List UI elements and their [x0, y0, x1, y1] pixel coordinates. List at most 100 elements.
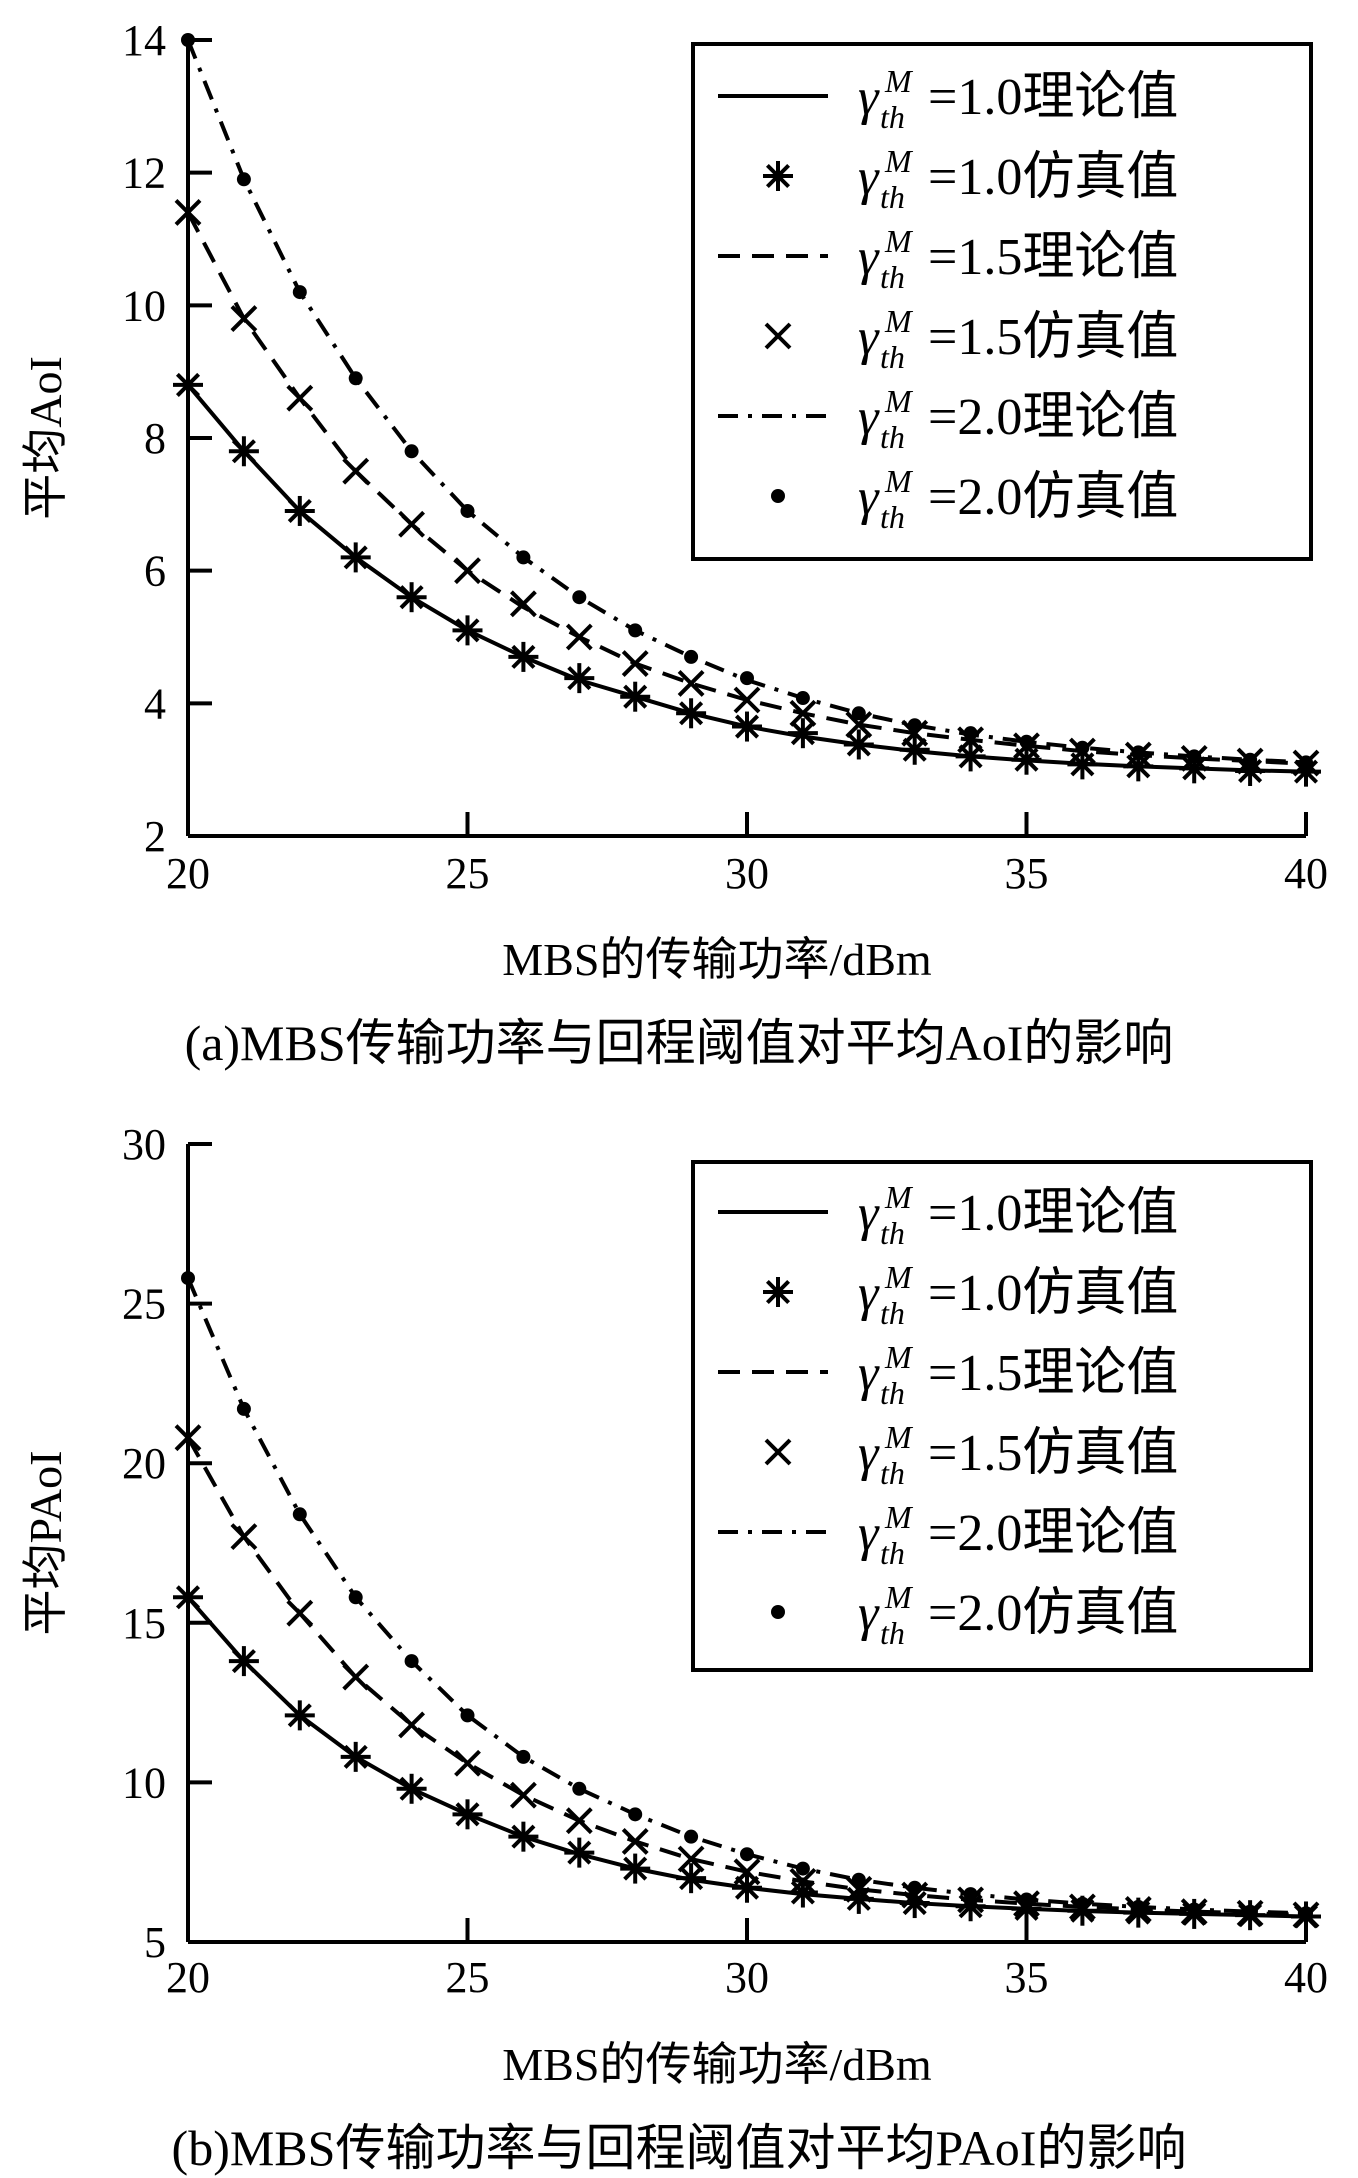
- data-point: [1243, 752, 1258, 767]
- legend-sup: M: [884, 1339, 914, 1375]
- legend-sup: M: [884, 463, 914, 499]
- y-tick-label: 12: [122, 149, 166, 198]
- data-point: [899, 734, 930, 765]
- cross-arm: [174, 199, 202, 226]
- data-point: [732, 711, 762, 742]
- data-point: [228, 436, 259, 467]
- chart-caption: (a)MBS传输功率与回程阈值对平均AoI的影响: [185, 1015, 1174, 1071]
- data-point: [676, 1863, 707, 1894]
- data-point: [963, 726, 978, 741]
- cross-arm: [342, 457, 370, 485]
- legend-sub: th: [880, 259, 905, 295]
- data-point: [677, 1845, 705, 1873]
- legend-label: =1.0理论值: [928, 1185, 1178, 1242]
- legend-item: γ Mth =1.5仿真值: [764, 1419, 1178, 1491]
- x-tick-label: 20: [166, 849, 210, 898]
- data-point: [292, 1507, 307, 1522]
- legend-item: γ Mth =2.0理论值: [718, 1499, 1178, 1571]
- data-point: [564, 663, 595, 694]
- cross-arm: [230, 1523, 258, 1551]
- y-axis-label: 平均PAoI: [20, 1451, 71, 1636]
- data-point: [677, 670, 705, 697]
- data-point: [565, 1807, 593, 1835]
- data-point: [620, 681, 651, 712]
- asterisk-arm: [623, 1856, 648, 1881]
- data-point: [845, 711, 873, 738]
- data-point: [1011, 744, 1042, 775]
- legend-label: =2.0理论值: [928, 1505, 1178, 1562]
- legend-box: [691, 42, 1313, 561]
- cross-arm: [286, 384, 314, 412]
- legend-symbol: γ: [858, 1505, 880, 1562]
- data-point: [733, 686, 761, 714]
- asterisk-arm: [1238, 758, 1263, 784]
- asterisk-arm: [231, 1649, 256, 1674]
- data-point: [286, 1599, 314, 1627]
- asterisk-arm: [1014, 1896, 1039, 1921]
- data-point: [236, 1401, 251, 1416]
- chart-b: 5 10 15 20 25 30 20 25 30 35 40 MBS的传输功率/dBm 平均PAoI (…: [20, 1120, 1328, 2176]
- cross-arm: [398, 1711, 426, 1739]
- legend-sub: th: [880, 1215, 905, 1251]
- legend-sup: M: [884, 1579, 914, 1615]
- data-point: [340, 542, 371, 573]
- legend-label: =1.0理论值: [928, 69, 1178, 126]
- y-tick-label: 25: [122, 1280, 166, 1329]
- data-point: [789, 699, 817, 727]
- data-point: [628, 623, 643, 638]
- legend-sub: th: [880, 419, 905, 455]
- series-2: [186, 1436, 1307, 1917]
- data-point: [1131, 1899, 1146, 1914]
- cross-arm: [764, 322, 792, 350]
- cross-arm: [286, 1599, 314, 1627]
- legend-marker: [763, 1277, 793, 1307]
- x-tick-label: 30: [725, 849, 769, 898]
- data-point: [404, 444, 419, 459]
- legend-sub: th: [880, 179, 905, 215]
- asterisk-arm: [734, 714, 760, 739]
- series-5: [181, 1271, 1313, 1921]
- data-point: [907, 1880, 922, 1895]
- legend-item: γ Mth =1.5理论值: [718, 1339, 1178, 1411]
- asterisk-arm: [1126, 754, 1151, 779]
- data-point: [181, 33, 195, 47]
- data-point: [292, 285, 307, 300]
- asterisk-arm: [623, 684, 648, 709]
- y-tick-label: 30: [122, 1120, 166, 1169]
- y-tick-label: 10: [122, 1758, 166, 1807]
- legend-sup: M: [884, 1179, 914, 1215]
- cross-arm: [230, 305, 258, 333]
- legend-marker: [764, 322, 792, 350]
- data-point: [460, 1708, 475, 1723]
- cross-arm: [509, 590, 537, 618]
- cross-arm: [733, 1858, 761, 1886]
- data-point: [843, 729, 874, 760]
- data-point: [342, 1663, 370, 1691]
- legend-sub: th: [880, 1295, 905, 1331]
- asterisk-arm: [287, 498, 312, 523]
- y-tick-label: 6: [144, 547, 166, 596]
- cross-arm: [174, 1424, 202, 1452]
- asterisk-arm: [1070, 1898, 1095, 1923]
- data-point: [228, 1646, 259, 1677]
- legend-symbol: γ: [858, 1585, 880, 1642]
- asterisk-arm: [679, 701, 704, 726]
- data-point: [740, 1847, 754, 1862]
- asterisk-arm: [511, 644, 536, 669]
- x-tick-label: 35: [1005, 1953, 1049, 2002]
- data-point: [564, 1837, 595, 1868]
- legend-sup: M: [884, 303, 914, 339]
- asterisk-arm: [287, 1703, 312, 1728]
- data-point: [454, 1749, 481, 1777]
- x-tick-label: 25: [446, 1953, 490, 2002]
- cross-arm: [565, 1807, 593, 1835]
- data-point: [342, 457, 370, 485]
- legend-item: γ Mth =2.0理论值: [718, 383, 1178, 455]
- x-tick-label: 30: [725, 1953, 769, 2002]
- data-point: [845, 1875, 873, 1903]
- legend-sub: th: [880, 1375, 905, 1411]
- data-point: [955, 741, 986, 772]
- legend-symbol: γ: [858, 149, 880, 206]
- legend-sub: th: [880, 1455, 905, 1491]
